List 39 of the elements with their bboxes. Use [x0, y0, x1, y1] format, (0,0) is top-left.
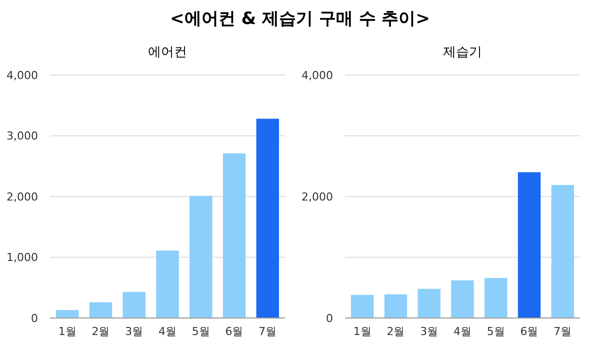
bar	[256, 118, 279, 318]
bar	[518, 172, 541, 318]
x-tick-label: 5월	[192, 325, 210, 338]
bar	[418, 288, 440, 318]
bar	[122, 292, 146, 318]
x-tick-label: 1월	[353, 325, 372, 338]
chart-title: <에어컨 & 제습기 구매 수 추이>	[170, 9, 430, 29]
y-tick-label: 4,000	[6, 68, 38, 82]
x-tick-label: 2월	[386, 325, 405, 338]
x-tick-label: 7월	[258, 325, 277, 338]
bar	[384, 294, 408, 318]
x-tick-label: 4월	[158, 325, 176, 338]
bar	[89, 302, 112, 318]
x-tick-label: 2월	[92, 325, 110, 338]
y-tick-label: 2,000	[302, 190, 333, 204]
x-tick-label: 6월	[225, 325, 244, 338]
x-tick-label: 3월	[420, 325, 438, 338]
bar	[222, 153, 246, 318]
bar	[551, 184, 574, 318]
bar	[56, 310, 79, 318]
y-tick-label: 1,000	[6, 251, 38, 264]
chart-subtitle: 에어컨	[148, 45, 187, 60]
x-tick-label: 5월	[486, 325, 505, 338]
chart-subtitle: 제습기	[443, 45, 482, 60]
y-tick-label: 4,000	[302, 68, 333, 82]
bar	[451, 280, 474, 318]
y-tick-label: 2,000	[6, 190, 38, 204]
x-tick-label: 4월	[454, 325, 472, 338]
bar	[156, 250, 179, 318]
y-tick-label: 0	[326, 312, 333, 325]
x-tick-label: 7월	[554, 325, 572, 338]
bar	[190, 196, 212, 318]
x-tick-label: 6월	[520, 325, 538, 338]
bar	[351, 294, 374, 318]
x-tick-label: 1월	[58, 325, 76, 338]
y-tick-label: 3,000	[6, 130, 38, 143]
x-tick-label: 3월	[125, 325, 144, 338]
bar	[484, 278, 508, 318]
y-tick-label: 0	[31, 312, 38, 325]
